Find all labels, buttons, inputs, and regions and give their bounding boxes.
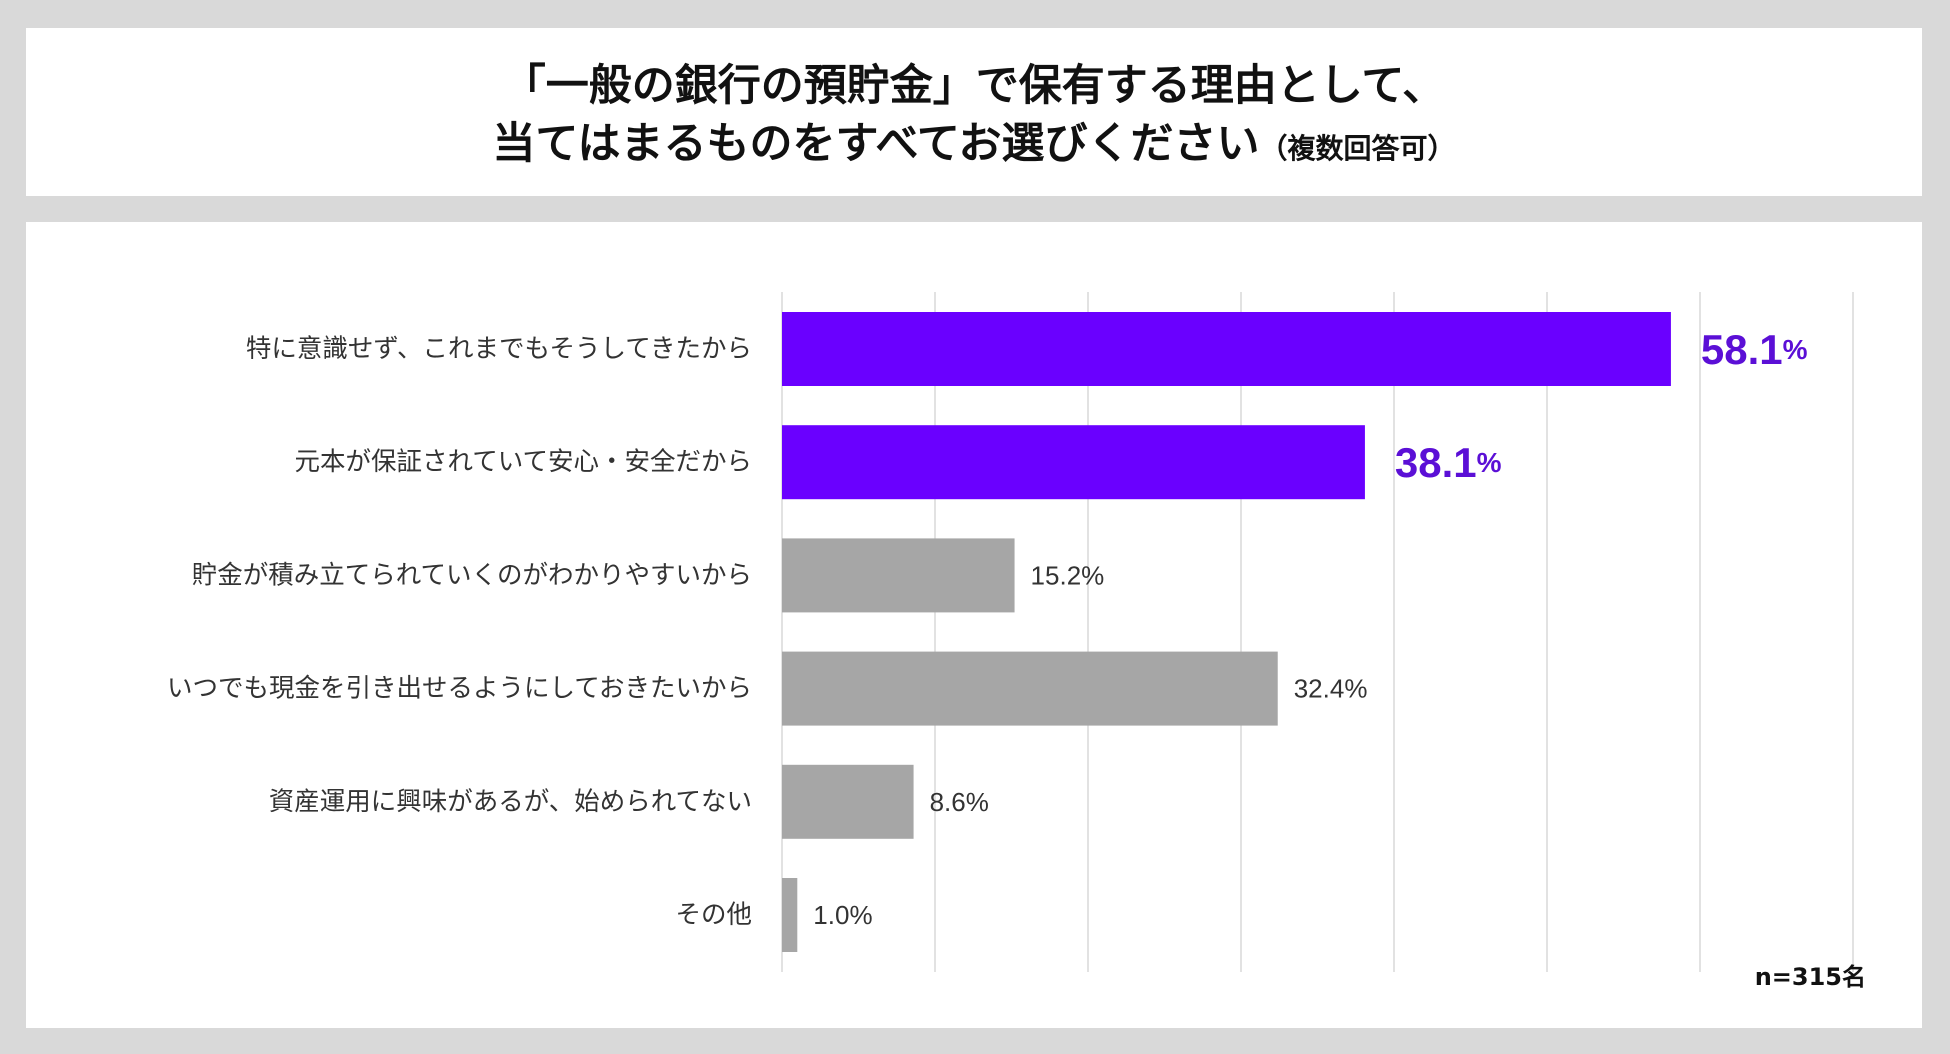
value-label: 38.1%: [1395, 439, 1502, 486]
gridlines: [781, 292, 1854, 972]
bar: [782, 878, 798, 952]
bar: [782, 764, 914, 839]
category-label: その他: [675, 900, 752, 930]
value-label: 1.0%: [813, 900, 872, 930]
value-label: 58.1%: [1701, 326, 1808, 373]
category-label: 資産運用に興味があるが、始められてない: [269, 787, 752, 817]
bar: [782, 651, 1278, 726]
category-label: いつでも現金を引き出せるようにしておきたいから: [167, 674, 752, 704]
bar: [782, 425, 1365, 500]
value-labels: 58.1% 38.1% 15.2% 32.4% 8.6% 1.0%: [813, 326, 1807, 931]
sample-size-note: n=315名: [1754, 963, 1866, 991]
category-label: 特に意識せず、これまでもそうしてきたから: [246, 334, 752, 364]
value-label: 8.6%: [930, 787, 989, 817]
chart-title-line1: 「一般の銀行の預貯金」で保有する理由として、: [502, 61, 1446, 111]
chart-title-question: 当てはまるものをすべてお選びください: [492, 119, 1260, 169]
category-label: 貯金が積み立てられていくのがわかりやすいから: [192, 560, 752, 590]
category-labels: 特に意識せず、これまでもそうしてきたから元本が保証されていて安心・安全だから貯金…: [167, 334, 752, 930]
value-label: 15.2%: [1031, 560, 1105, 590]
bar: [782, 312, 1671, 386]
bars: [782, 312, 1671, 952]
bar: [782, 538, 1015, 613]
category-label: 元本が保証されていて安心・安全だから: [295, 447, 752, 477]
title-panel: 「一般の銀行の預貯金」で保有する理由として、 当てはまるものをすべてお選びくださ…: [26, 28, 1922, 196]
value-label: 32.4%: [1294, 674, 1368, 704]
chart-title-note: （複数回答可）: [1259, 132, 1456, 165]
chart-title-line2: 当てはまるものをすべてお選びください（複数回答可）: [26, 116, 1922, 177]
